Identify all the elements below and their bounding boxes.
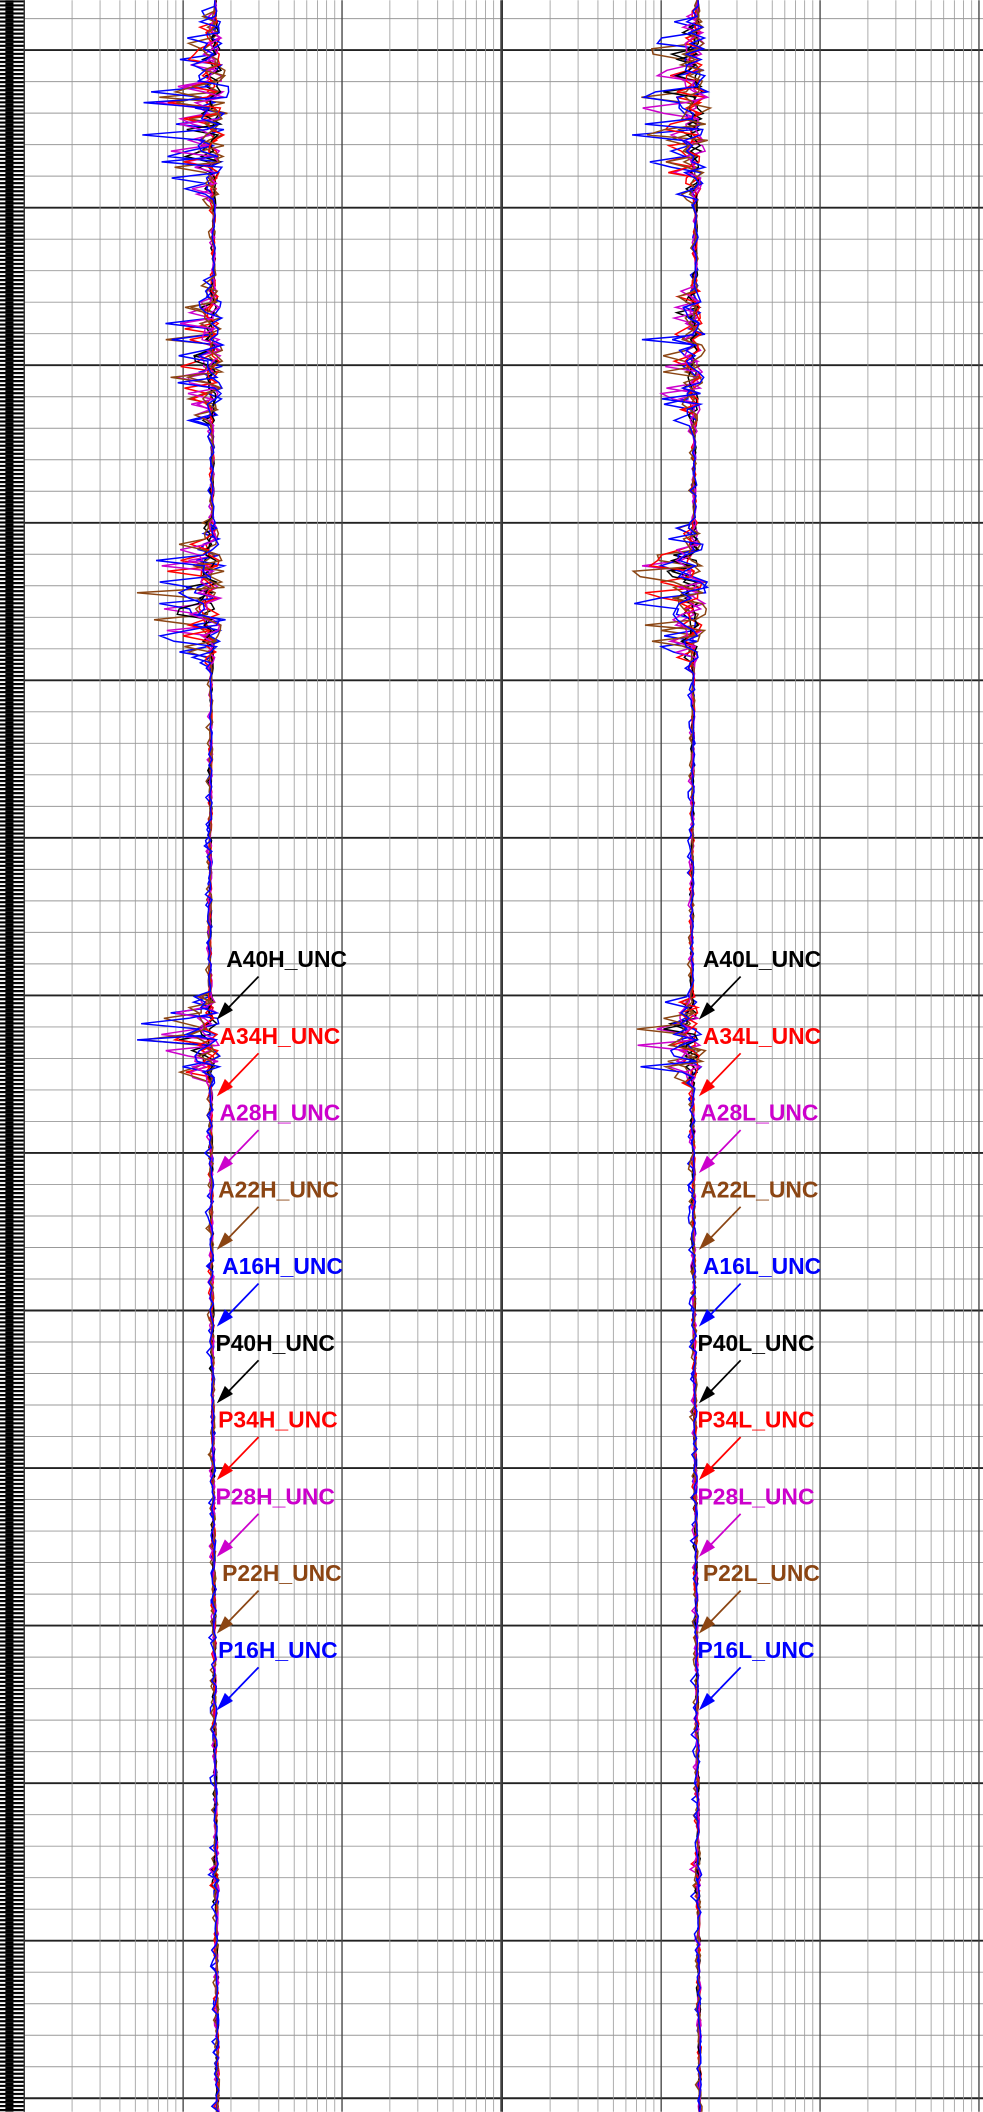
arrow-head <box>698 1232 716 1250</box>
curve-label: P22H_UNC <box>222 1560 342 1586</box>
arrow-head <box>216 1385 233 1404</box>
curve-label: A34L_UNC <box>703 1023 821 1049</box>
curve-label: A22H_UNC <box>218 1176 339 1202</box>
arrow-head <box>698 1539 716 1557</box>
curve-label: A28L_UNC <box>700 1100 818 1126</box>
grid <box>23 0 983 2112</box>
arrow-head <box>216 1692 233 1711</box>
arrow-head <box>698 1309 716 1327</box>
curves <box>136 0 713 2112</box>
curve-label: P40H_UNC <box>215 1330 335 1356</box>
arrow-head <box>698 1155 716 1174</box>
arrow-head <box>216 1462 233 1481</box>
curve-label: A34H_UNC <box>219 1023 340 1049</box>
arrow-head <box>698 1385 716 1404</box>
log-curve <box>640 0 710 2112</box>
arrow-head <box>216 1232 233 1250</box>
curve-labels: A40H_UNC A34H_UNC A28H_UNC A22H_UNC A16H_UNC… <box>215 946 821 1711</box>
depth-strip <box>0 0 25 2112</box>
curve-label: A16L_UNC <box>703 1253 821 1279</box>
arrow-head <box>216 1155 233 1174</box>
curve-label: P40L_UNC <box>698 1330 815 1356</box>
arrow-head <box>698 1616 716 1634</box>
arrow-head <box>216 1002 233 1020</box>
curve-label: A16H_UNC <box>222 1253 343 1279</box>
curve-label: A40H_UNC <box>226 946 347 972</box>
log-curve <box>141 0 230 2112</box>
curve-label: A28H_UNC <box>219 1100 340 1126</box>
arrow-head <box>698 1692 716 1711</box>
curve-label: P34H_UNC <box>218 1407 338 1433</box>
curve-label: P28L_UNC <box>698 1483 815 1509</box>
arrow-head <box>698 1078 716 1097</box>
log-curve <box>631 0 708 2112</box>
arrow-head <box>216 1078 233 1097</box>
curve-label: P16L_UNC <box>698 1637 815 1663</box>
arrow-head <box>698 1002 716 1020</box>
curve-label: P16H_UNC <box>218 1637 338 1663</box>
arrow-head <box>216 1539 233 1557</box>
arrow-head <box>216 1616 233 1634</box>
curve-label: P28H_UNC <box>215 1483 335 1509</box>
curve-label: A40L_UNC <box>703 946 821 972</box>
arrow-head <box>698 1462 716 1481</box>
curve-label: P22L_UNC <box>703 1560 820 1586</box>
log-curve <box>637 0 710 2112</box>
arrow-head <box>216 1309 233 1327</box>
curve-label: A22L_UNC <box>700 1176 818 1202</box>
curve-label: P34L_UNC <box>698 1407 815 1433</box>
